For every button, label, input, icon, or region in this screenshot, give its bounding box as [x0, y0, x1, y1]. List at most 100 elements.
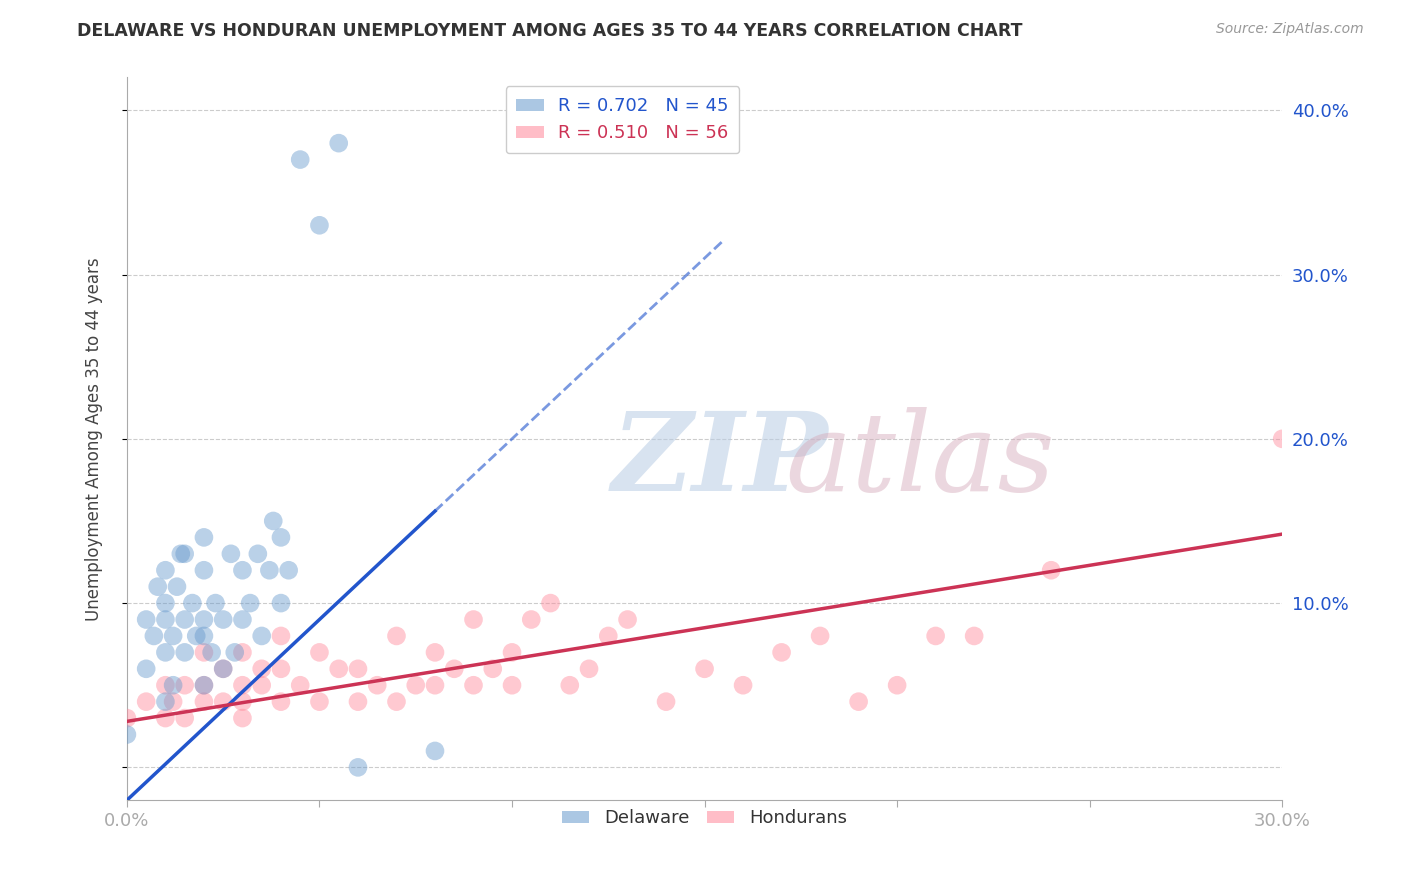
Point: [193, 695, 215, 709]
Point: [155, 563, 177, 577]
Point: [520, 613, 543, 627]
Point: [347, 662, 370, 676]
Point: [193, 678, 215, 692]
Point: [501, 678, 523, 692]
Point: [201, 645, 224, 659]
Point: [212, 613, 235, 627]
Point: [808, 629, 831, 643]
Point: [308, 219, 330, 233]
Point: [146, 580, 169, 594]
Point: [250, 662, 273, 676]
Point: [270, 629, 292, 643]
Point: [463, 678, 485, 692]
Text: ZIP: ZIP: [612, 407, 828, 515]
Point: [193, 530, 215, 544]
Point: [155, 613, 177, 627]
Point: [1040, 563, 1063, 577]
Y-axis label: Unemployment Among Ages 35 to 44 years: Unemployment Among Ages 35 to 44 years: [86, 257, 103, 621]
Point: [963, 629, 986, 643]
Point: [239, 596, 262, 610]
Point: [115, 711, 138, 725]
Point: [142, 629, 165, 643]
Point: [848, 695, 870, 709]
Point: [693, 662, 716, 676]
Point: [246, 547, 269, 561]
Point: [616, 613, 638, 627]
Point: [166, 580, 188, 594]
Point: [155, 711, 177, 725]
Point: [423, 645, 446, 659]
Point: [155, 596, 177, 610]
Point: [250, 678, 273, 692]
Text: DELAWARE VS HONDURAN UNEMPLOYMENT AMONG AGES 35 TO 44 YEARS CORRELATION CHART: DELAWARE VS HONDURAN UNEMPLOYMENT AMONG …: [77, 22, 1022, 40]
Point: [924, 629, 946, 643]
Point: [259, 563, 281, 577]
Point: [173, 613, 195, 627]
Point: [598, 629, 620, 643]
Point: [162, 678, 184, 692]
Point: [270, 695, 292, 709]
Point: [270, 530, 292, 544]
Point: [231, 613, 253, 627]
Point: [443, 662, 465, 676]
Text: atlas: atlas: [786, 407, 1054, 515]
Point: [347, 695, 370, 709]
Point: [1271, 432, 1294, 446]
Point: [231, 695, 253, 709]
Point: [204, 596, 226, 610]
Point: [155, 678, 177, 692]
Point: [231, 678, 253, 692]
Point: [385, 629, 408, 643]
Point: [173, 711, 195, 725]
Point: [328, 662, 350, 676]
Point: [405, 678, 427, 692]
Point: [135, 613, 157, 627]
Point: [540, 596, 562, 610]
Point: [277, 563, 299, 577]
Point: [231, 645, 253, 659]
Point: [155, 695, 177, 709]
Point: [135, 662, 157, 676]
Point: [193, 678, 215, 692]
Point: [224, 645, 246, 659]
Point: [173, 678, 195, 692]
Point: [770, 645, 793, 659]
Point: [308, 695, 330, 709]
Point: [162, 695, 184, 709]
Point: [186, 629, 208, 643]
Point: [135, 695, 157, 709]
Point: [655, 695, 678, 709]
Point: [173, 547, 195, 561]
Point: [290, 153, 312, 167]
Point: [193, 613, 215, 627]
Point: [155, 645, 177, 659]
Point: [270, 596, 292, 610]
Point: [262, 514, 284, 528]
Point: [290, 678, 312, 692]
Point: [481, 662, 503, 676]
Point: [193, 563, 215, 577]
Point: [558, 678, 581, 692]
Point: [501, 645, 523, 659]
Point: [212, 662, 235, 676]
Point: [463, 613, 485, 627]
Point: [193, 629, 215, 643]
Point: [219, 547, 242, 561]
Point: [423, 678, 446, 692]
Legend: Delaware, Hondurans: Delaware, Hondurans: [555, 802, 853, 835]
Point: [733, 678, 755, 692]
Point: [173, 645, 195, 659]
Point: [231, 563, 253, 577]
Point: [347, 760, 370, 774]
Point: [115, 727, 138, 741]
Point: [385, 695, 408, 709]
Point: [193, 645, 215, 659]
Point: [270, 662, 292, 676]
Point: [423, 744, 446, 758]
Point: [170, 547, 193, 561]
Point: [328, 136, 350, 150]
Point: [886, 678, 908, 692]
Text: Source: ZipAtlas.com: Source: ZipAtlas.com: [1216, 22, 1364, 37]
Point: [162, 629, 184, 643]
Point: [231, 711, 253, 725]
